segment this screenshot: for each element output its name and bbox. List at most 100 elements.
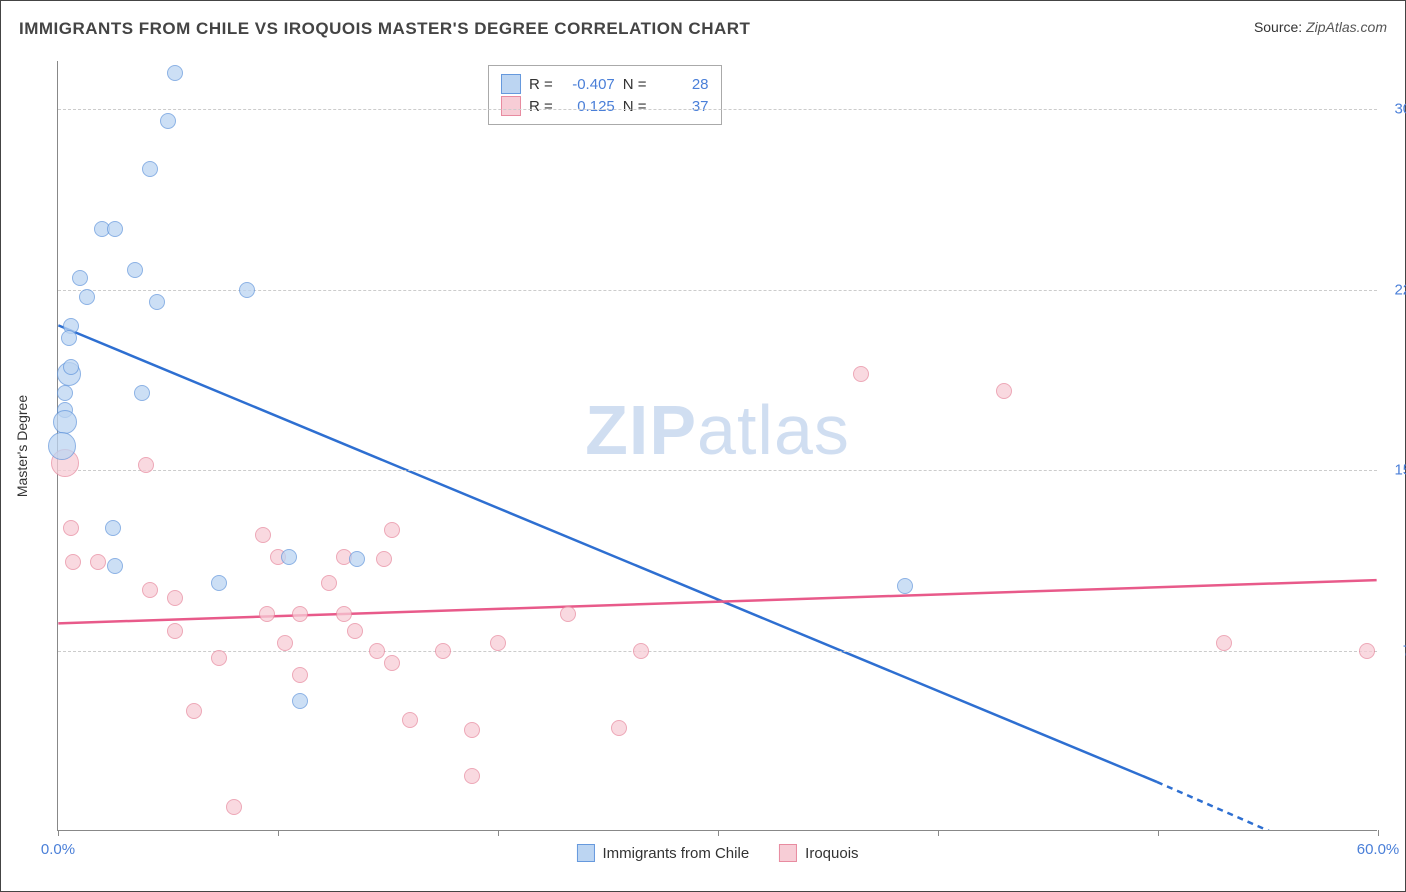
legend-label-iroquois: Iroquois: [805, 845, 858, 862]
iroquois-point: [63, 520, 79, 536]
chart-container: IMMIGRANTS FROM CHILE VS IROQUOIS MASTER…: [0, 0, 1406, 892]
trend-lines-svg: [58, 61, 1377, 830]
iroquois-point: [321, 575, 337, 591]
iroquois-point: [138, 457, 154, 473]
legend-item-iroquois: Iroquois: [779, 844, 858, 862]
source-attribution: Source: ZipAtlas.com: [1254, 19, 1387, 35]
y-tick-label: 15.0%: [1382, 462, 1406, 479]
iroquois-point: [369, 643, 385, 659]
iroquois-r-value: 0.125: [561, 98, 615, 115]
watermark-atlas: atlas: [697, 391, 850, 469]
chile-point: [149, 294, 165, 310]
chile-point: [53, 410, 77, 434]
n-label: N =: [623, 76, 647, 93]
y-tick-label: 7.5%: [1382, 642, 1406, 659]
iroquois-point: [1216, 635, 1232, 651]
source-label: Source:: [1254, 19, 1302, 35]
x-tick-label: 60.0%: [1357, 841, 1400, 858]
iroquois-point: [255, 527, 271, 543]
x-tick: [1158, 830, 1159, 836]
iroquois-point: [853, 366, 869, 382]
chile-point: [160, 113, 176, 129]
iroquois-point: [167, 623, 183, 639]
iroquois-point: [490, 635, 506, 651]
chile-point: [127, 262, 143, 278]
iroquois-point: [402, 712, 418, 728]
iroquois-point: [1359, 643, 1375, 659]
iroquois-point: [167, 590, 183, 606]
chile-point: [72, 270, 88, 286]
iroquois-point: [211, 650, 227, 666]
iroquois-point: [347, 623, 363, 639]
r-label: R =: [529, 98, 553, 115]
swatch-chile: [501, 74, 521, 94]
iroquois-point: [464, 722, 480, 738]
chile-r-value: -0.407: [561, 76, 615, 93]
plot-area: Master's Degree ZIPatlas R = -0.407 N = …: [57, 61, 1377, 831]
iroquois-point: [90, 554, 106, 570]
iroquois-point: [633, 643, 649, 659]
legend-item-chile: Immigrants from Chile: [576, 844, 749, 862]
iroquois-point: [560, 606, 576, 622]
chile-point: [211, 575, 227, 591]
watermark: ZIPatlas: [585, 390, 850, 470]
iroquois-point: [435, 643, 451, 659]
chile-point: [107, 221, 123, 237]
x-tick: [938, 830, 939, 836]
iroquois-point: [384, 522, 400, 538]
chile-point: [142, 161, 158, 177]
iroquois-point: [65, 554, 81, 570]
legend-row-iroquois: R = 0.125 N = 37: [501, 96, 709, 116]
watermark-zip: ZIP: [585, 391, 697, 469]
gridline-h: [58, 109, 1377, 110]
chile-point: [107, 558, 123, 574]
chile-point: [281, 549, 297, 565]
chile-point: [48, 432, 76, 460]
iroquois-point: [292, 606, 308, 622]
chile-point: [63, 359, 79, 375]
gridline-h: [58, 470, 1377, 471]
iroquois-point: [186, 703, 202, 719]
iroquois-point: [996, 383, 1012, 399]
x-tick: [278, 830, 279, 836]
iroquois-point: [611, 720, 627, 736]
iroquois-point: [292, 667, 308, 683]
iroquois-point: [277, 635, 293, 651]
chile-point: [79, 289, 95, 305]
chile-point: [239, 282, 255, 298]
chile-point: [134, 385, 150, 401]
iroquois-point: [226, 799, 242, 815]
series-legend: Immigrants from Chile Iroquois: [576, 844, 858, 862]
legend-row-chile: R = -0.407 N = 28: [501, 74, 709, 94]
source-value: ZipAtlas.com: [1306, 19, 1387, 35]
x-tick-label: 0.0%: [41, 841, 75, 858]
iroquois-point: [142, 582, 158, 598]
iroquois-point: [259, 606, 275, 622]
iroquois-point: [464, 768, 480, 784]
iroquois-point: [376, 551, 392, 567]
x-tick: [58, 830, 59, 836]
legend-label-chile: Immigrants from Chile: [602, 845, 749, 862]
chart-title: IMMIGRANTS FROM CHILE VS IROQUOIS MASTER…: [19, 19, 750, 39]
r-label: R =: [529, 76, 553, 93]
iroquois-point: [336, 606, 352, 622]
chile-point: [167, 65, 183, 81]
swatch-chile: [576, 844, 594, 862]
correlation-legend: R = -0.407 N = 28 R = 0.125 N = 37: [488, 65, 722, 125]
x-tick: [718, 830, 719, 836]
iroquois-point: [384, 655, 400, 671]
y-tick-label: 22.5%: [1382, 281, 1406, 298]
x-tick: [498, 830, 499, 836]
x-tick: [1378, 830, 1379, 836]
gridline-h: [58, 651, 1377, 652]
n-label: N =: [623, 98, 647, 115]
chile-point: [105, 520, 121, 536]
chile-n-value: 28: [655, 76, 709, 93]
chile-point: [897, 578, 913, 594]
y-axis-label: Master's Degree: [14, 394, 30, 496]
y-tick-label: 30.0%: [1382, 101, 1406, 118]
chile-point: [61, 330, 77, 346]
swatch-iroquois: [501, 96, 521, 116]
chile-point: [57, 385, 73, 401]
chile-point: [349, 551, 365, 567]
